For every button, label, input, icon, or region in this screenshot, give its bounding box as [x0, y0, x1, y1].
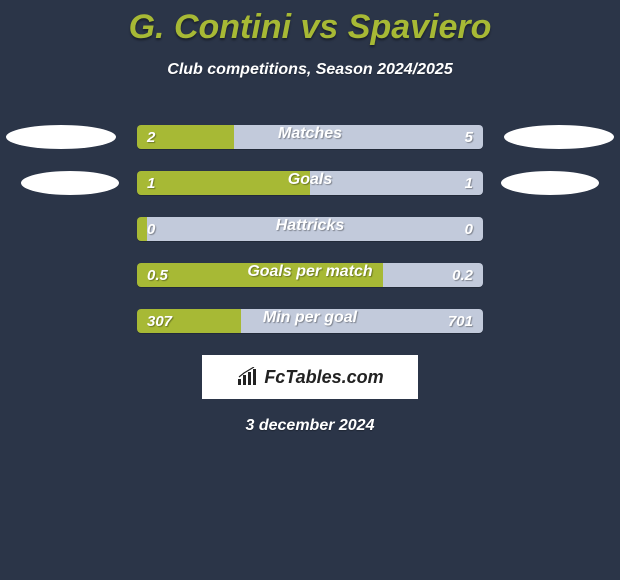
stat-bar-right	[310, 171, 483, 195]
stat-bar: 11Goals	[137, 171, 483, 195]
chart-icon	[236, 367, 260, 387]
stat-bar-right	[241, 309, 483, 333]
stat-bar-left	[137, 171, 310, 195]
player2-marker	[501, 171, 599, 195]
date-text: 3 december 2024	[0, 417, 620, 435]
stat-bar-right	[147, 217, 483, 241]
stat-bar: 25Matches	[137, 125, 483, 149]
stat-row: 25Matches	[0, 125, 620, 149]
player2-marker	[504, 125, 614, 149]
stat-bar-right	[234, 125, 483, 149]
stat-bar-left	[137, 309, 241, 333]
stat-bar: 00Hattricks	[137, 217, 483, 241]
stat-bar-right	[383, 263, 483, 287]
title-vs: vs	[300, 8, 338, 46]
stat-bar: 307701Min per goal	[137, 309, 483, 333]
stat-bar-left	[137, 125, 234, 149]
player1-marker	[6, 125, 116, 149]
brand-box: FcTables.com	[202, 355, 418, 399]
brand-text: FcTables.com	[264, 367, 383, 388]
stat-row: 11Goals	[0, 171, 620, 195]
stat-bar-left	[137, 263, 383, 287]
stat-bar-left	[137, 217, 147, 241]
stat-row: 00Hattricks	[0, 217, 620, 241]
title-player2: Spaviero	[348, 8, 492, 46]
stats-container: 25Matches 11Goals 00Hattricks 0.50.2Goals p…	[0, 125, 620, 333]
stat-row: 307701Min per goal	[0, 309, 620, 333]
page-title: G. Contini vs Spaviero	[0, 0, 620, 47]
player1-marker	[21, 171, 119, 195]
stat-bar: 0.50.2Goals per match	[137, 263, 483, 287]
subtitle: Club competitions, Season 2024/2025	[0, 61, 620, 79]
stat-row: 0.50.2Goals per match	[0, 263, 620, 287]
title-player1: G. Contini	[129, 8, 291, 46]
